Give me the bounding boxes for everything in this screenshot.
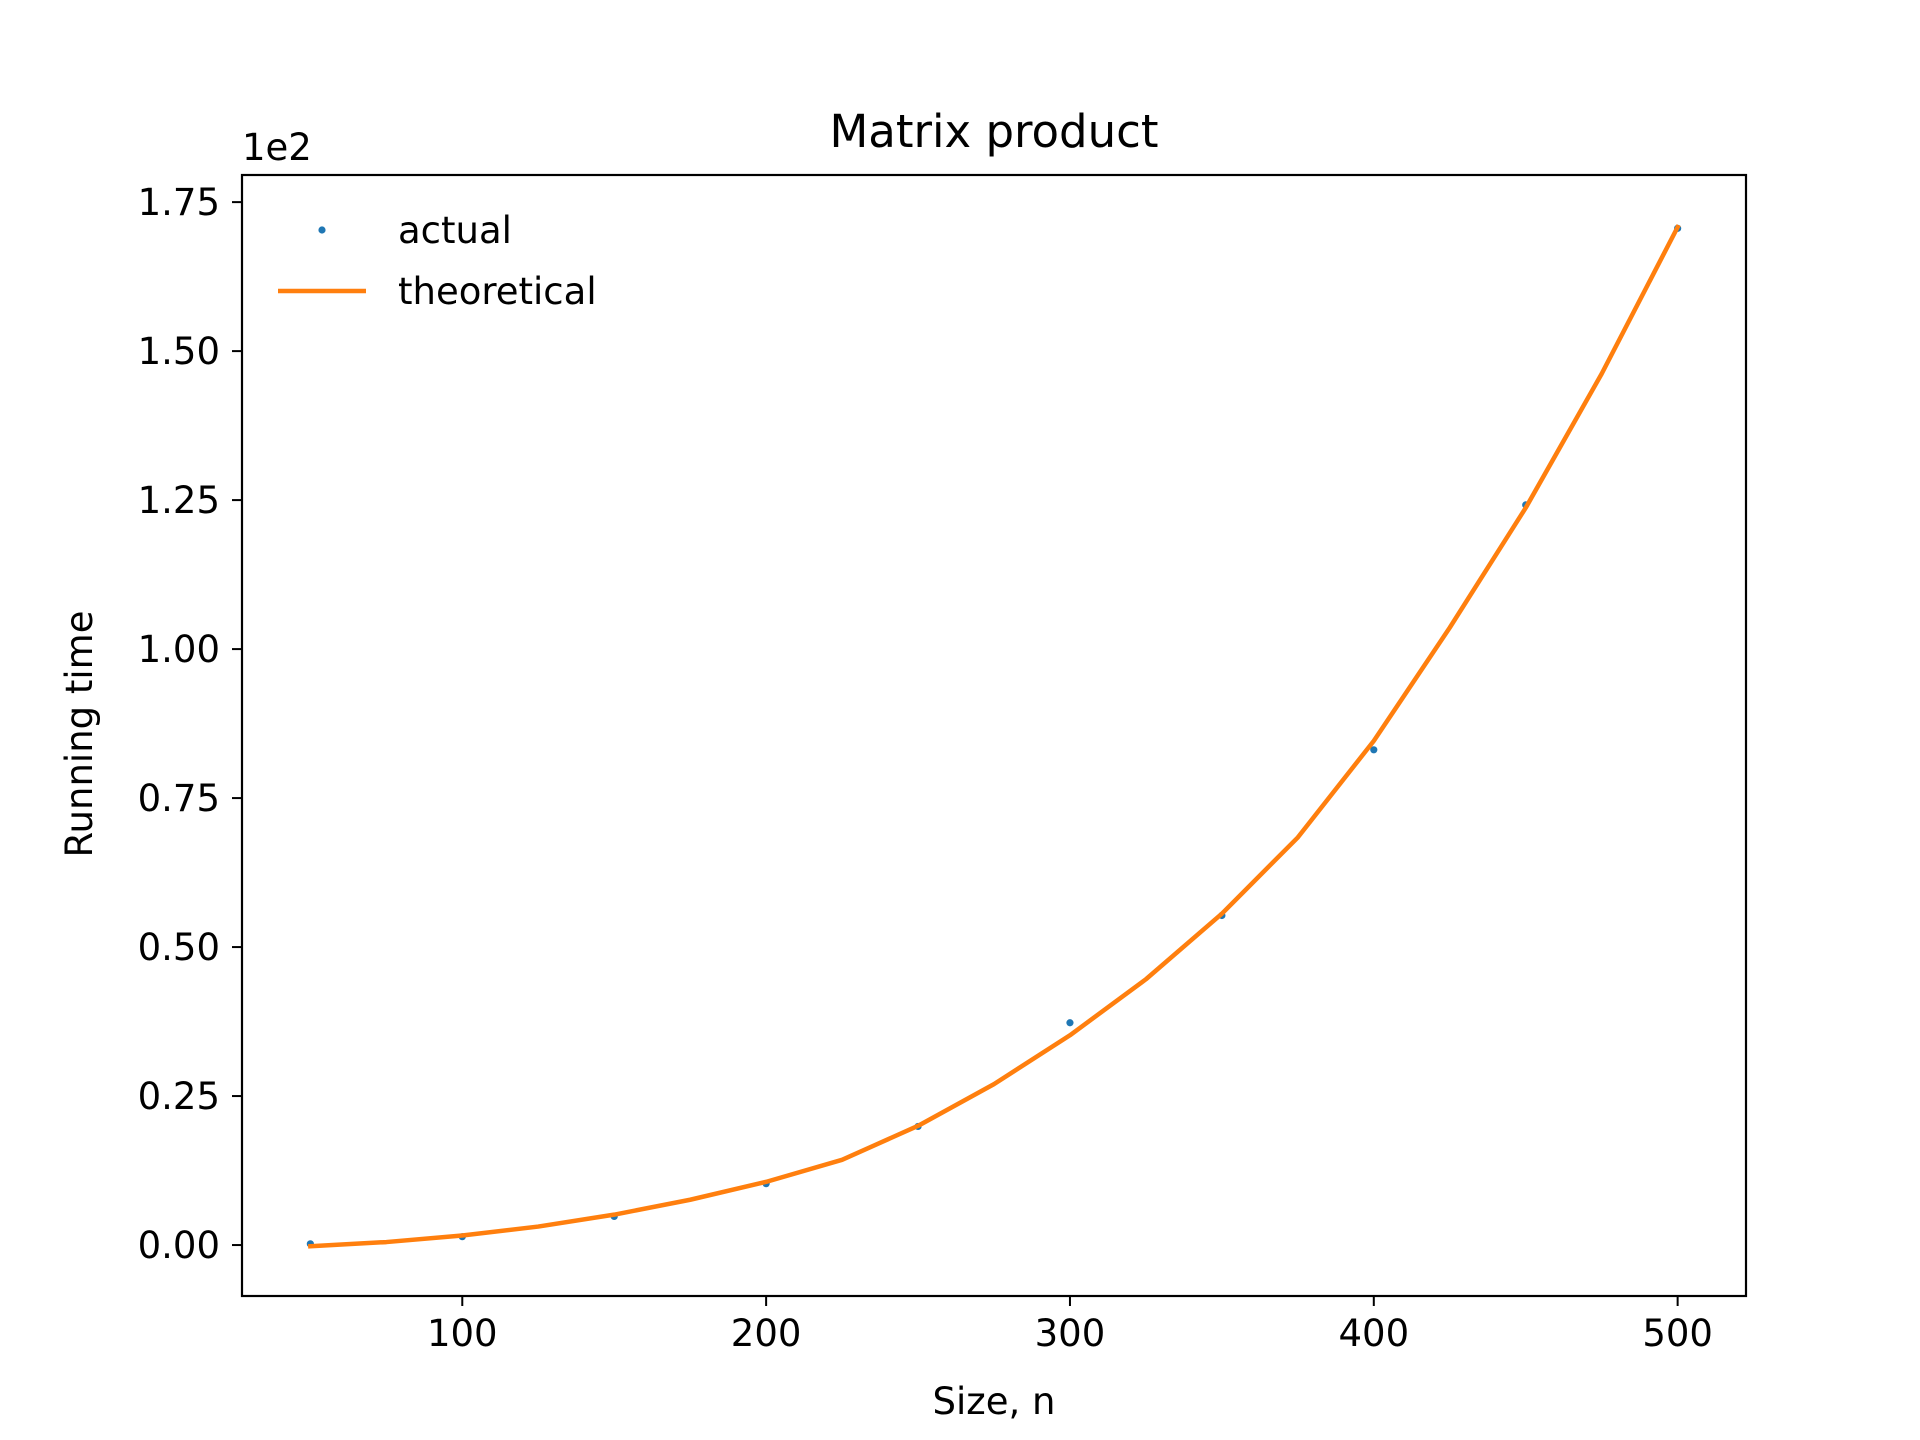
legend-marker-actual [318,226,326,234]
plot-frame [240,173,1748,1298]
data-point-actual [1370,746,1378,754]
y-tick-label: 0.00 [138,1224,220,1267]
chart-title: Matrix product [829,105,1158,158]
y-tick-label: 1.50 [138,330,220,373]
y-axis-ticks: 0.00 0.25 0.50 0.75 1.00 1.25 1.50 1.75 [138,181,242,1267]
y-axis-offset-label: 1e2 [242,126,312,169]
x-tick-label: 500 [1642,1312,1713,1355]
x-tick-label: 400 [1338,1312,1409,1355]
y-tick-label: 1.75 [138,181,220,224]
y-tick-label: 0.50 [138,926,220,969]
legend-label-theoretical: theoretical [398,270,597,313]
x-tick-label: 300 [1035,1312,1106,1355]
legend: actual theoretical [278,209,597,313]
y-tick-label: 1.25 [138,479,220,522]
legend-label-actual: actual [398,209,512,252]
plot-marks [306,224,1682,1249]
x-axis-ticks: 100 200 300 400 500 [427,1296,1713,1355]
x-tick-label: 100 [427,1312,498,1355]
series-line-theoretical [307,224,1681,1249]
y-axis-label: Running time [58,611,101,858]
data-point-actual [1066,1019,1074,1027]
y-tick-label: 1.00 [138,628,220,671]
y-tick-label: 0.75 [138,777,220,820]
y-tick-label: 0.25 [138,1075,220,1118]
x-axis-label: Size, n [933,1380,1056,1423]
x-tick-label: 200 [731,1312,802,1355]
